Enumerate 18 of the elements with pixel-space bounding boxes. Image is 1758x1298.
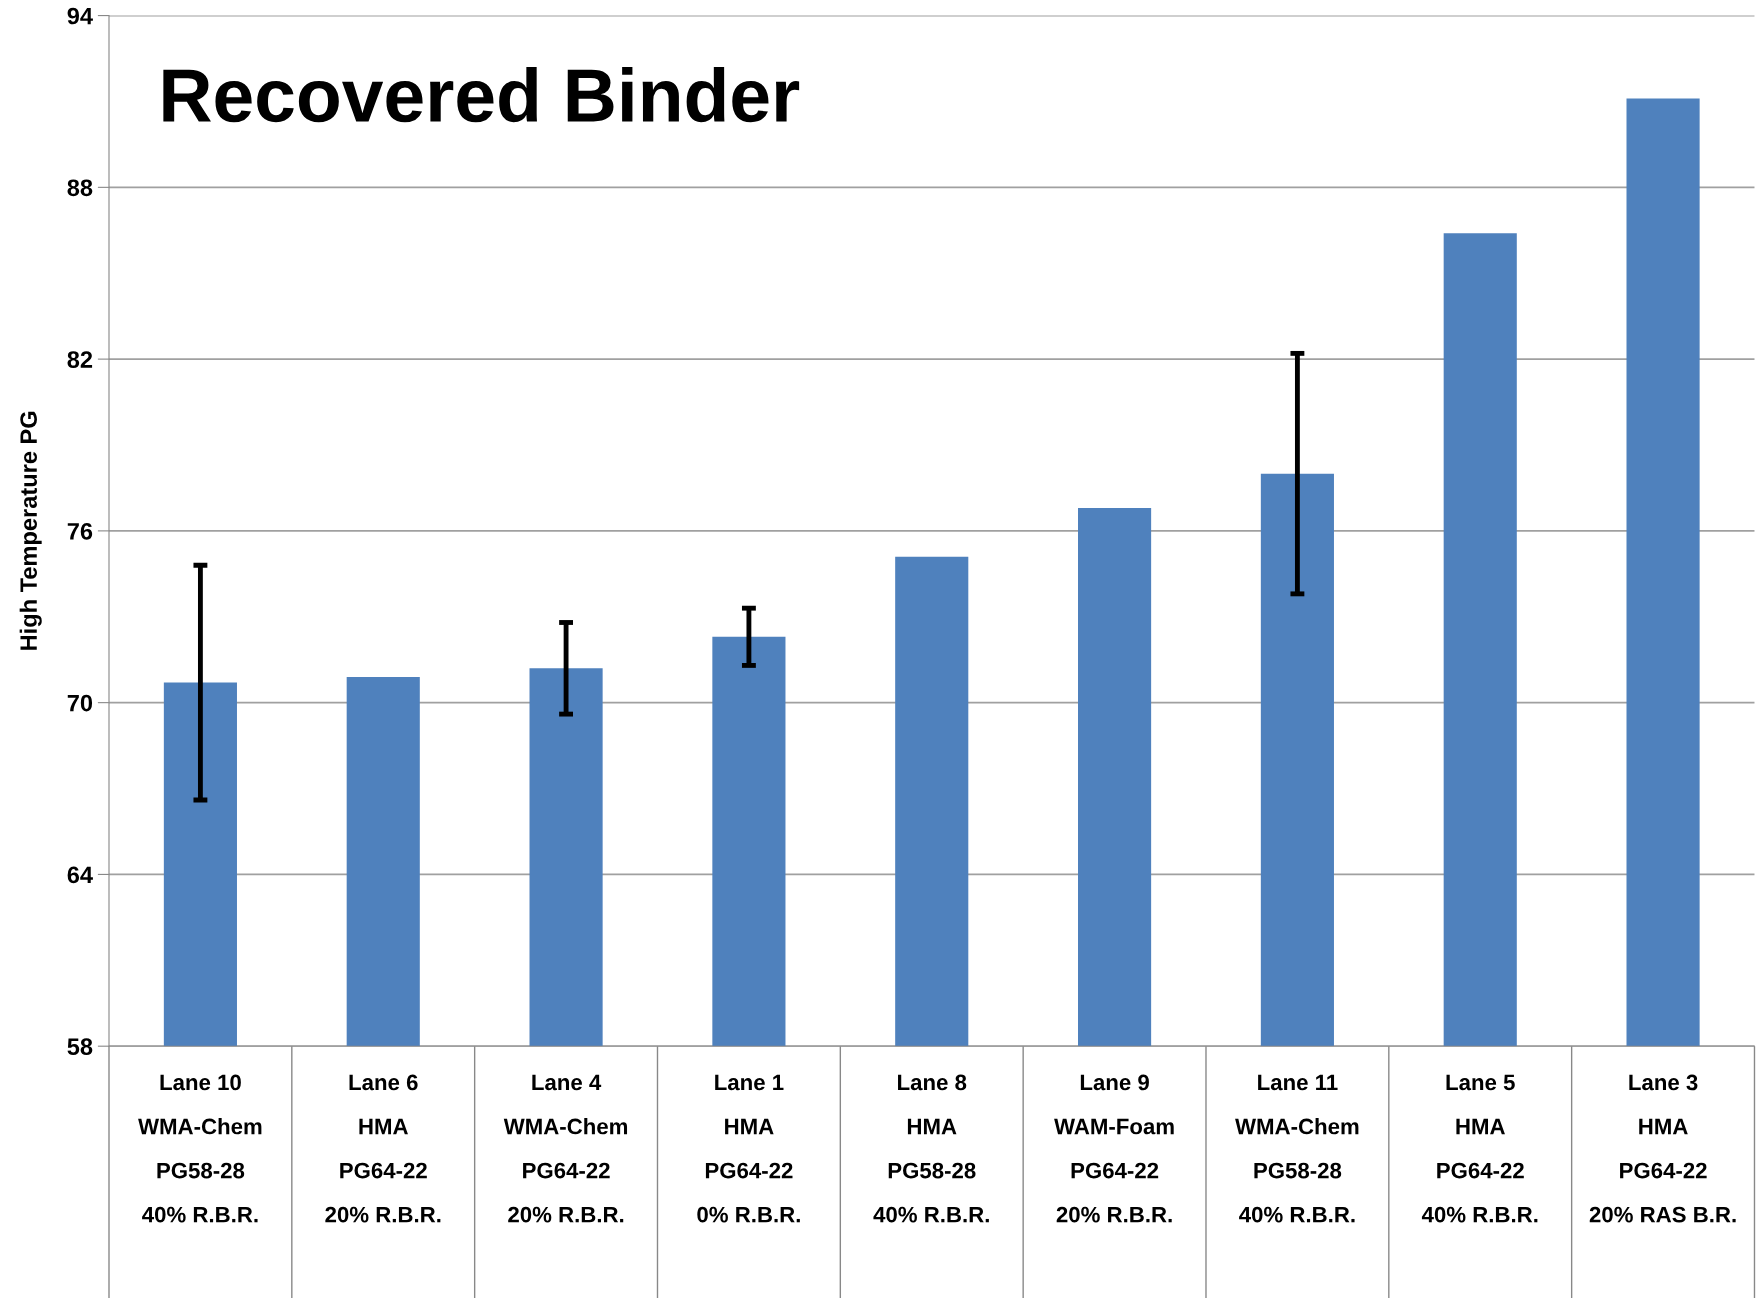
y-axis-title: High Temperature PG bbox=[19, 411, 42, 650]
category-label: Lane 9 WAM-Foam PG64-22 20% R.B.R. bbox=[1054, 1074, 1174, 1223]
category-label: Lane 6 HMA PG64-22 20% R.B.R. bbox=[325, 1074, 441, 1223]
category-label: Lane 8 HMA PG58-28 40% R.B.R. bbox=[873, 1074, 989, 1223]
y-tick-label: 94 bbox=[67, 7, 93, 25]
category-label: Lane 10 WMA-Chem PG58-28 40% R.B.R. bbox=[138, 1074, 262, 1223]
category-label: Lane 1 HMA PG64-22 0% R.B.R. bbox=[697, 1074, 800, 1223]
category-label: Lane 3 HMA PG64-22 20% RAS B.R. bbox=[1589, 1074, 1736, 1223]
category-label: Lane 11 WMA-Chem PG58-28 40% R.B.R. bbox=[1235, 1074, 1359, 1223]
category-label: Lane 5 HMA PG64-22 40% R.B.R. bbox=[1421, 1074, 1538, 1223]
y-tick-label: 88 bbox=[67, 179, 93, 197]
y-tick-label: 82 bbox=[67, 351, 93, 368]
y-tick-label: 64 bbox=[67, 866, 93, 884]
text: Recovered Binder bbox=[163, 67, 800, 123]
y-tick-label: 70 bbox=[67, 694, 93, 712]
y-tick-label: 76 bbox=[67, 522, 93, 540]
y-tick-label: 58 bbox=[67, 1038, 93, 1055]
category-label: Lane 4 WMA-Chem PG64-22 20% R.B.R. bbox=[503, 1074, 628, 1223]
